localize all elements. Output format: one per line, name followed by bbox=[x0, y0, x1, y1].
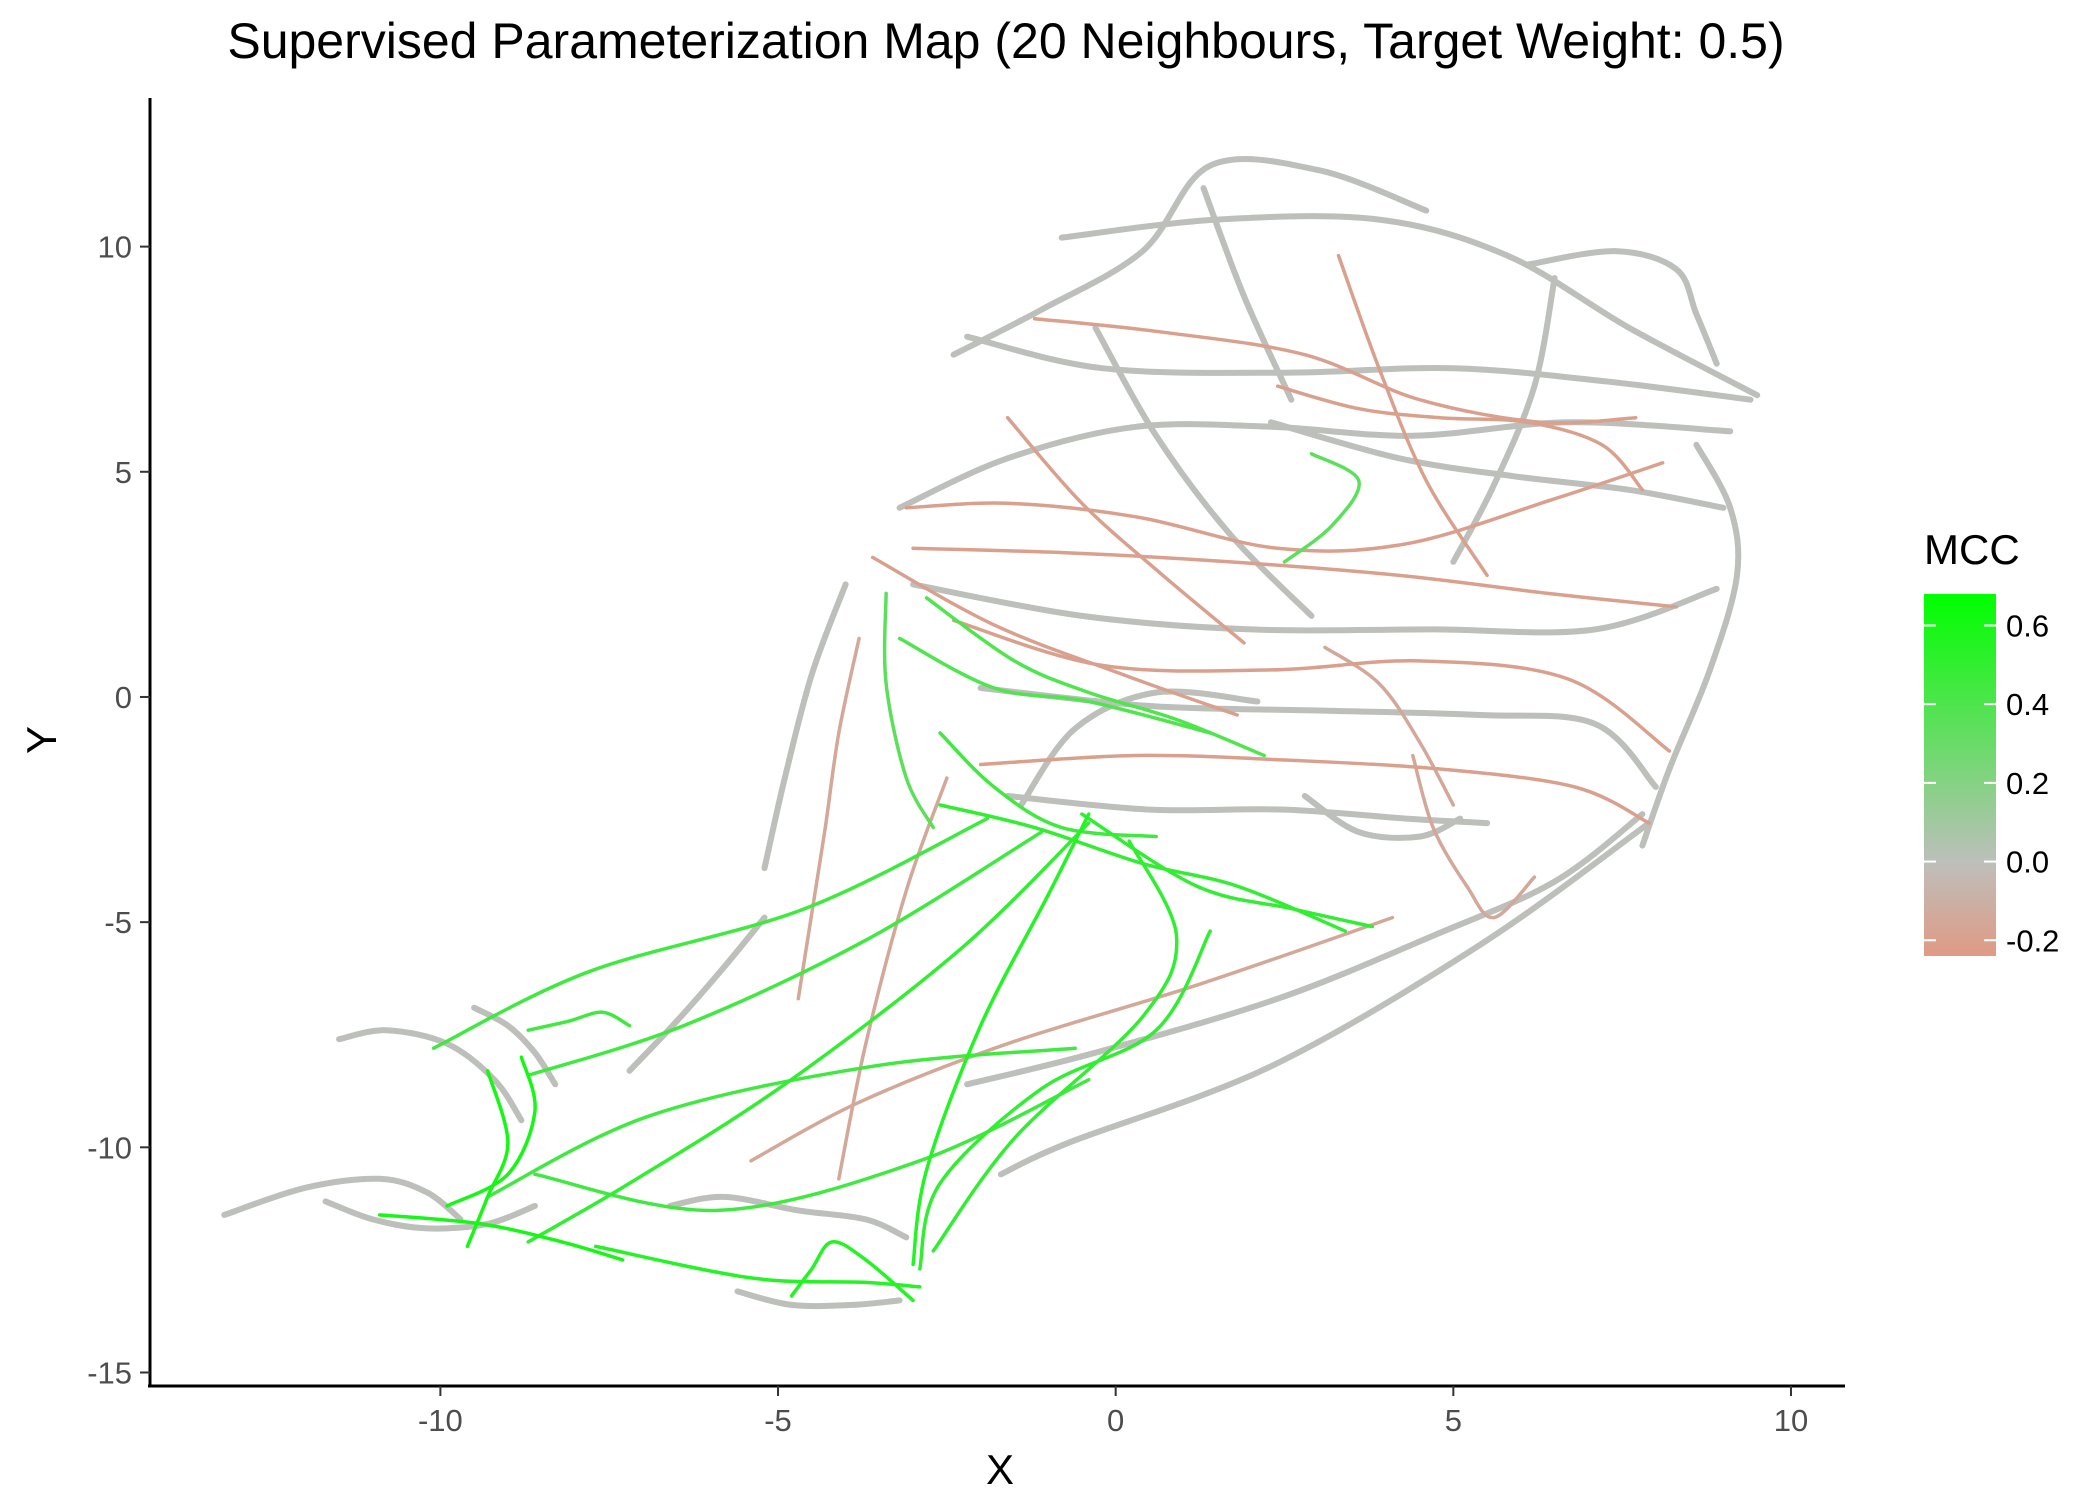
trajectory-4 bbox=[667, 1193, 910, 1241]
trajectory-41 bbox=[938, 731, 1158, 839]
x-axis-ticks: -10 -5 0 5 10 bbox=[418, 1386, 1808, 1438]
trajectory-16 bbox=[904, 461, 1665, 553]
legend-title: MCC bbox=[1924, 526, 2020, 573]
trajectory-37 bbox=[1200, 185, 1295, 403]
legend-tick-label: 0.2 bbox=[2006, 766, 2049, 801]
trajectory-48 bbox=[526, 830, 1044, 1078]
y-axis-ticks: -15 -10 -5 0 5 10 bbox=[87, 230, 150, 1390]
y-tick-label: 10 bbox=[98, 230, 132, 265]
trajectory-54 bbox=[445, 1055, 537, 1208]
legend-ticks: 0.6 0.4 0.2 0.0 -0.2 bbox=[1924, 608, 2059, 958]
trajectory-5 bbox=[734, 1288, 903, 1310]
x-tick-label: 0 bbox=[1107, 1403, 1124, 1438]
trajectory-1 bbox=[336, 1027, 525, 1124]
trajectory-58 bbox=[924, 596, 1266, 758]
trajectory-40 bbox=[897, 636, 1212, 735]
trajectory-19 bbox=[910, 581, 1720, 636]
x-tick-label: 5 bbox=[1445, 1403, 1462, 1438]
y-tick-label: -15 bbox=[87, 1355, 132, 1390]
trajectory-36 bbox=[1336, 253, 1489, 578]
trajectory-9 bbox=[950, 156, 1430, 358]
legend-tick-label: 0.4 bbox=[2006, 687, 2049, 722]
trajectory-23 bbox=[1004, 793, 1491, 827]
trajectory-11 bbox=[1524, 248, 1720, 367]
plot-area bbox=[221, 156, 1761, 1310]
trajectory-52 bbox=[593, 1244, 922, 1289]
trajectory-56 bbox=[526, 1010, 632, 1032]
trajectory-10 bbox=[1058, 213, 1761, 399]
trajectory-57 bbox=[789, 1240, 915, 1303]
legend: MCC 0.6 0.4 0.2 0.0 -0.2 bbox=[1924, 526, 2059, 958]
trajectory-43 bbox=[911, 812, 1091, 1267]
trajectory-21 bbox=[977, 685, 1659, 790]
trajectory-25 bbox=[1411, 753, 1537, 920]
legend-colorbar bbox=[1924, 594, 1996, 956]
trajectory-15 bbox=[1268, 419, 1727, 511]
trajectory-45 bbox=[931, 839, 1179, 1253]
trajectory-30 bbox=[749, 915, 1395, 1163]
trajectory-46 bbox=[1080, 812, 1375, 929]
legend-tick-label: 0.6 bbox=[2006, 608, 2049, 643]
trajectory-55 bbox=[465, 1069, 510, 1249]
trajectory-7 bbox=[761, 581, 849, 872]
legend-tick-label: 0.0 bbox=[2006, 845, 2049, 880]
y-tick-label: -10 bbox=[87, 1130, 132, 1165]
trajectory-59 bbox=[1282, 452, 1361, 564]
trajectory-51 bbox=[533, 1078, 1091, 1213]
x-tick-label: 10 bbox=[1774, 1403, 1808, 1438]
trajectory-34 bbox=[1005, 415, 1246, 645]
trajectory-29 bbox=[997, 820, 1653, 1178]
trajectory-2 bbox=[322, 1198, 538, 1232]
trajectory-18 bbox=[911, 546, 1678, 609]
trajectory-27 bbox=[1639, 441, 1742, 849]
trajectory-13 bbox=[1032, 316, 1638, 425]
y-tick-label: 5 bbox=[115, 455, 132, 490]
trajectory-12 bbox=[964, 333, 1754, 403]
x-axis-title: X bbox=[986, 1446, 1014, 1493]
x-tick-label: -5 bbox=[764, 1403, 792, 1438]
y-axis-title: Y bbox=[18, 726, 65, 754]
trajectory-50 bbox=[485, 1046, 1077, 1199]
trajectory-53 bbox=[377, 1213, 625, 1262]
trajectory-6 bbox=[626, 914, 768, 1074]
y-tick-label: -5 bbox=[104, 905, 132, 940]
trajectory-24 bbox=[1301, 793, 1464, 841]
trajectory-26 bbox=[1323, 645, 1456, 807]
trajectory-39 bbox=[882, 591, 936, 830]
trajectory-44 bbox=[526, 821, 1091, 1244]
trajectory-33 bbox=[1018, 688, 1261, 808]
x-tick-label: -10 bbox=[418, 1403, 463, 1438]
y-tick-label: 0 bbox=[115, 680, 132, 715]
trajectory-31 bbox=[837, 776, 949, 1181]
legend-tick-label: -0.2 bbox=[2006, 923, 2059, 958]
trajectory-32 bbox=[870, 555, 1239, 717]
trajectory-14 bbox=[1275, 384, 1645, 492]
trajectory-0 bbox=[221, 1175, 464, 1223]
trajectory-28 bbox=[964, 811, 1646, 1088]
trajectory-22 bbox=[978, 753, 1651, 825]
trajectory-49 bbox=[918, 929, 1212, 1271]
trajectory-47 bbox=[431, 816, 990, 1050]
trajectory-8 bbox=[796, 636, 861, 1001]
trajectory-35 bbox=[1092, 324, 1315, 619]
trajectory-20 bbox=[951, 618, 1672, 753]
chart-title: Supervised Parameterization Map (20 Neig… bbox=[227, 13, 1784, 69]
